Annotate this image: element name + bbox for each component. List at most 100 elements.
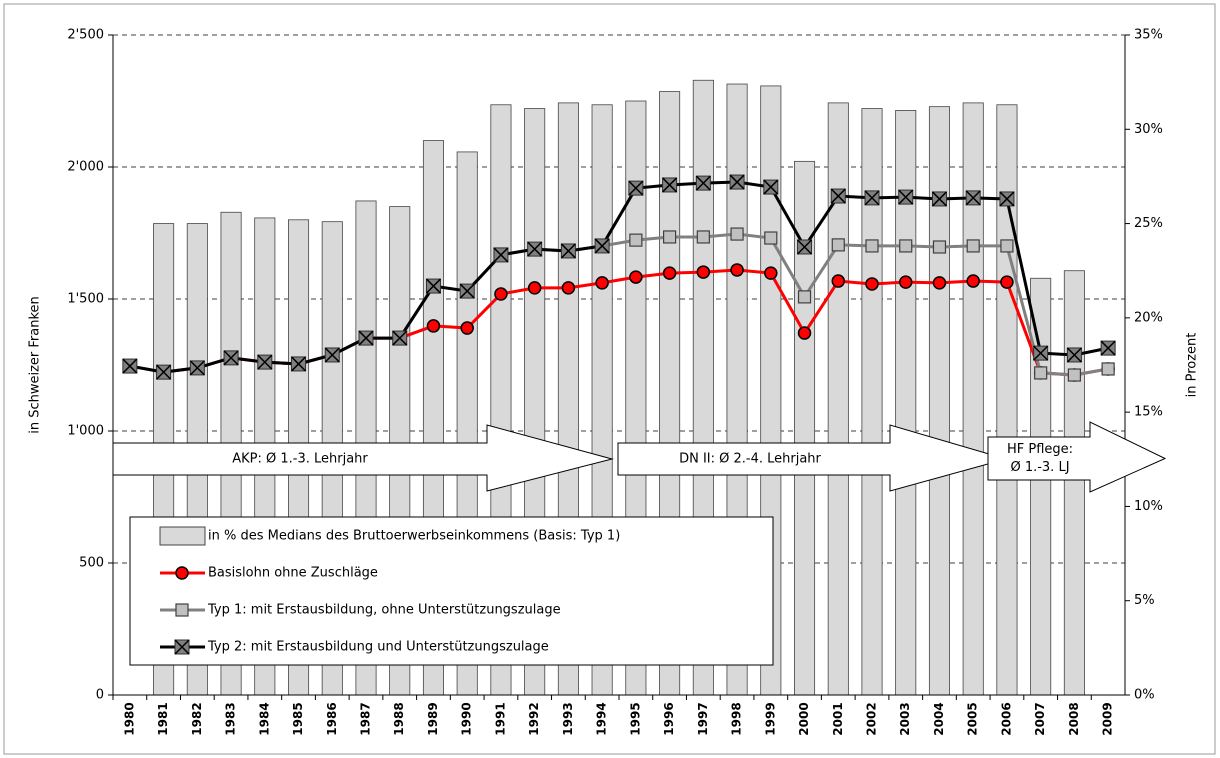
x-tick-label: 1992 bbox=[527, 702, 541, 735]
marker-cross bbox=[864, 190, 880, 206]
x-tick-label: 2007 bbox=[1033, 702, 1047, 735]
x-tick-label: 1984 bbox=[257, 702, 271, 735]
legend: in % des Medians des Bruttoerwerbseinkom… bbox=[129, 516, 774, 666]
marker-cross bbox=[425, 278, 441, 294]
marker bbox=[1000, 275, 1014, 289]
y2-tick-label: 20% bbox=[1134, 310, 1163, 325]
y-tick-label: 1'500 bbox=[67, 292, 104, 307]
y-tick-label: 2'500 bbox=[67, 28, 104, 43]
y-axis-label: in Schweizer Franken bbox=[28, 296, 43, 434]
x-tick-label: 1982 bbox=[190, 702, 204, 735]
y2-tick-label: 0% bbox=[1134, 688, 1155, 703]
x-tick-label: 1990 bbox=[460, 702, 474, 735]
marker-cross bbox=[223, 350, 239, 366]
marker bbox=[729, 174, 745, 190]
marker bbox=[931, 191, 947, 207]
annotation-arrow bbox=[987, 421, 1167, 493]
marker bbox=[797, 290, 812, 304]
marker-cross bbox=[965, 190, 981, 206]
marker bbox=[628, 180, 644, 196]
marker-cross bbox=[122, 358, 138, 374]
x-tick-label: 2005 bbox=[966, 702, 980, 735]
marker bbox=[493, 247, 509, 263]
annotation-arrow bbox=[112, 424, 614, 492]
marker bbox=[156, 364, 172, 380]
x-tick-label: 2002 bbox=[865, 702, 879, 735]
legend-label: Typ 1: mit Erstausbildung, ohne Unterstü… bbox=[207, 603, 561, 618]
x-tick-label: 2001 bbox=[831, 702, 845, 735]
legend-label: in % des Medians des Bruttoerwerbseinkom… bbox=[208, 529, 620, 544]
marker bbox=[696, 265, 711, 279]
legend-label: Typ 2: mit Erstausbildung und Unterstütz… bbox=[207, 640, 549, 655]
marker bbox=[1100, 340, 1116, 356]
marker bbox=[527, 281, 542, 295]
marker-cross bbox=[729, 174, 745, 190]
x-tick-label: 2000 bbox=[797, 702, 811, 735]
annotation-text: DN II: Ø 2.-4. Lehrjahr bbox=[679, 452, 821, 467]
marker bbox=[965, 190, 981, 206]
marker bbox=[695, 175, 711, 191]
marker bbox=[662, 230, 677, 244]
marker bbox=[764, 231, 778, 245]
marker-cross bbox=[324, 347, 340, 363]
x-tick-label: 1994 bbox=[595, 702, 609, 735]
marker bbox=[662, 266, 677, 280]
marker bbox=[730, 227, 744, 241]
marker bbox=[830, 188, 846, 204]
legend-box bbox=[129, 516, 774, 666]
annotation-text: HF Pflege: bbox=[1007, 442, 1073, 457]
y2-tick-label: 35% bbox=[1134, 28, 1163, 43]
bar bbox=[1063, 270, 1085, 696]
marker bbox=[932, 240, 947, 254]
x-tick-label: 2003 bbox=[898, 702, 912, 735]
marker-cross bbox=[527, 241, 543, 257]
marker bbox=[629, 270, 643, 284]
marker bbox=[460, 321, 474, 335]
marker bbox=[865, 277, 879, 291]
marker-cross bbox=[797, 239, 813, 255]
x-tick-label: 2006 bbox=[999, 702, 1013, 735]
marker bbox=[1033, 345, 1049, 361]
marker bbox=[358, 330, 374, 346]
marker bbox=[696, 230, 710, 244]
marker-cross bbox=[594, 238, 610, 254]
x-tick-label: 1986 bbox=[325, 702, 339, 735]
marker bbox=[459, 283, 475, 299]
marker-cross bbox=[189, 360, 205, 376]
x-tick-label: 1983 bbox=[224, 702, 238, 735]
marker bbox=[561, 281, 576, 295]
marker-cross bbox=[1033, 345, 1049, 361]
marker bbox=[831, 238, 845, 252]
marker bbox=[494, 287, 508, 301]
x-tick-label: 1981 bbox=[156, 702, 170, 735]
x-tick-label: 1998 bbox=[730, 702, 744, 735]
x-tick-label: 1980 bbox=[122, 702, 136, 735]
marker bbox=[174, 639, 190, 655]
marker bbox=[662, 177, 678, 193]
marker-cross bbox=[830, 188, 846, 204]
marker bbox=[223, 350, 239, 366]
marker bbox=[560, 243, 576, 259]
marker bbox=[730, 263, 744, 277]
x-tick-label: 2004 bbox=[932, 702, 946, 735]
marker bbox=[122, 358, 138, 374]
marker-cross bbox=[1100, 340, 1116, 356]
marker bbox=[898, 275, 913, 289]
marker bbox=[291, 356, 307, 372]
annotation-text: AKP: Ø 1.-3. Lehrjahr bbox=[232, 452, 368, 467]
annotation-arrow bbox=[617, 424, 1008, 492]
marker-cross bbox=[999, 191, 1015, 207]
y-tick-label: 500 bbox=[79, 556, 104, 571]
x-tick-label: 1995 bbox=[628, 702, 642, 735]
y2-tick-label: 15% bbox=[1134, 405, 1163, 420]
y-tick-label: 0 bbox=[96, 688, 104, 703]
line bbox=[129, 268, 1109, 377]
marker bbox=[527, 241, 543, 257]
marker bbox=[1067, 368, 1082, 382]
marker bbox=[425, 278, 441, 294]
marker bbox=[175, 603, 189, 617]
marker-cross bbox=[257, 354, 273, 370]
x-tick-label: 2008 bbox=[1067, 702, 1081, 735]
marker-cross bbox=[931, 191, 947, 207]
